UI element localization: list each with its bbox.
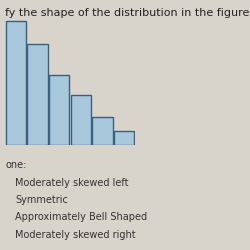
Text: fy the shape of the distribution in the figure: fy the shape of the distribution in the … xyxy=(5,8,250,18)
Bar xyxy=(27,44,48,145)
Text: one:: one: xyxy=(5,160,26,170)
Bar xyxy=(49,75,70,145)
Text: Approximately Bell Shaped: Approximately Bell Shaped xyxy=(15,212,147,222)
Bar xyxy=(114,131,134,145)
Bar xyxy=(6,21,26,145)
Text: Symmetric: Symmetric xyxy=(15,195,68,205)
Bar xyxy=(70,96,91,145)
Text: Moderately skewed right: Moderately skewed right xyxy=(15,230,136,240)
Text: Moderately skewed left: Moderately skewed left xyxy=(15,178,128,188)
Bar xyxy=(92,117,113,145)
